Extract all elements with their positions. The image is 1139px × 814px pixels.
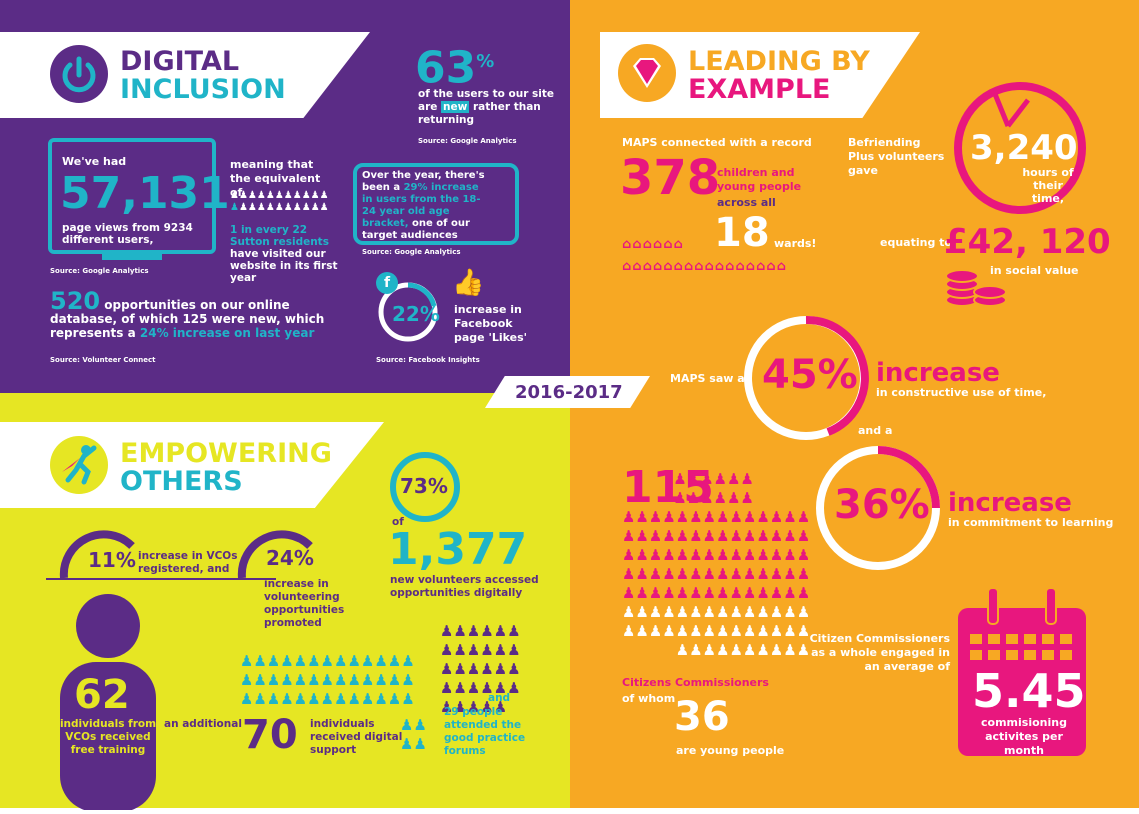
person-silhouette-icon (38, 590, 178, 812)
source-ga-3: Source: Google Analytics (362, 248, 461, 256)
divider-line (46, 578, 276, 580)
hours-number: 3,240 (970, 128, 1078, 168)
cc-label: Citizens Commissioners (622, 676, 769, 689)
pct-36: 36% (834, 482, 930, 528)
of-whom: of whom (622, 692, 676, 705)
across-text: across all (717, 196, 776, 209)
thumbs-up-icon: 👍 (452, 268, 485, 298)
clock-ring (950, 78, 1090, 218)
diamond-icon (618, 44, 676, 102)
forum-text: 29 people attended the good practice for… (444, 706, 526, 757)
ring-73 (388, 450, 462, 524)
leading-title-2: EXAMPLE (688, 74, 831, 105)
young-text: are young people (676, 744, 785, 757)
of-text: of (392, 516, 404, 528)
vol-desc: new volunteers accessed opportunities di… (390, 574, 539, 599)
source-ga-1: Source: Google Analytics (418, 137, 517, 145)
superhero-icon (50, 436, 108, 494)
digital-title-1: DIGITAL (120, 46, 240, 77)
avg-number: 5.45 (972, 664, 1086, 718)
source-fb: Source: Facebook Insights (376, 356, 480, 364)
support-people-icons: ♟♟♟♟♟♟♟♟♟♟♟♟♟ ♟♟♟♟♟♟♟♟♟♟♟♟♟ ♟♟♟♟♟♟♟♟♟♟♟♟♟ (240, 652, 415, 708)
wards-text: wards! (774, 237, 817, 250)
num-70-text: individuals received digital support (310, 718, 403, 756)
forum-people-icons-2: ♟♟ ♟♟ (400, 716, 427, 753)
vol-text: increase in volunteering opportunities p… (264, 578, 345, 629)
ind-text: individuals from VCOs received free trai… (59, 718, 157, 756)
maps-intro: MAPS connected with a record (622, 136, 812, 149)
social-text: in social value (990, 264, 1079, 277)
avg-desc: commisioning activites per month (981, 716, 1067, 757)
young-number: 36 (674, 694, 730, 740)
fb-pct: 22% (392, 302, 440, 326)
monitor-icon (48, 138, 216, 254)
arc-11 (58, 520, 138, 580)
additional-text: an additional (164, 718, 242, 730)
maps-desc: children and young people (717, 166, 802, 193)
vol-number: 1,377 (388, 524, 528, 575)
opps-text: 520 opportunities on our online database… (50, 287, 325, 340)
engaged-text: Citizen Commissioners as a whole engaged… (809, 632, 950, 673)
year-badge (485, 376, 650, 408)
ring-45 (740, 312, 872, 444)
vco-pct: 11% (88, 548, 136, 572)
monitor-stand (102, 254, 162, 260)
phone-icon (353, 163, 519, 245)
increase-1: increase (876, 358, 1000, 388)
vol-pct: 24% (266, 546, 314, 570)
house-icons: ⌂⌂⌂⌂⌂⌂ ⌂⌂⌂⌂⌂⌂⌂⌂⌂⌂⌂⌂⌂⌂⌂⌂ (622, 237, 787, 274)
and-text: and (488, 692, 511, 704)
empowering-title-1: EMPOWERING (120, 438, 332, 469)
leading-title-1: LEADING BY (688, 46, 870, 77)
empowering-title-2: OTHERS (120, 466, 243, 497)
increase-2: increase (948, 488, 1072, 518)
forum-people-icons: ♟♟♟♟♟♟ ♟♟♟♟♟♟ ♟♟♟♟♟♟ ♟♟♟♟♟♟ ♟♟♟♟♟ (440, 622, 521, 716)
people-icons-22: ♟♟♟♟♟♟♟♟♟♟♟ ♟♟♟♟♟♟♟♟♟♟♟ (230, 190, 329, 213)
maps-number: 378 (620, 150, 721, 206)
phone-text: Over the year, there's been a 29% increa… (362, 170, 485, 241)
digital-title-2: INCLUSION (120, 74, 286, 105)
fb-text: increase in Facebook page 'Likes' (454, 303, 528, 344)
users-new-text: of the users to our site are new rather … (418, 88, 555, 126)
pageviews-number: 57,131 (60, 168, 230, 219)
pageviews-desc: page views from 9234 different users, (62, 222, 193, 246)
calendar-icon (958, 587, 1086, 756)
cc-people-icons: ♟♟♟♟♟♟ ♟♟♟♟♟♟ ♟♟♟♟♟♟♟♟♟♟♟♟♟♟ ♟♟♟♟♟♟♟♟♟♟♟♟♟♟… (622, 470, 811, 659)
facebook-ring (376, 280, 440, 344)
source-ga-2: Source: Google Analytics (50, 267, 149, 275)
users-new-pct: 63% (415, 42, 495, 94)
pct-73: 73% (400, 474, 448, 498)
power-icon (50, 45, 108, 103)
hours-desc: hours of their time, (1022, 166, 1074, 205)
equating-text: equating to (880, 236, 952, 249)
facebook-icon: f (376, 272, 398, 294)
learning-text: in commitment to learning (948, 516, 1114, 529)
sutton-text: 1 in every 22 Sutton residents have visi… (230, 224, 338, 284)
and-a: and a (858, 424, 893, 437)
num-70: 70 (242, 712, 298, 758)
money-number: £42, 120 (944, 222, 1111, 262)
ring-36 (812, 442, 944, 574)
equiv-text: meaning that the equivalent of (230, 158, 321, 199)
maps-saw: MAPS saw a (670, 372, 745, 385)
coins-icon (944, 262, 1008, 310)
befriend-text: Befriending Plus volunteers gave (848, 136, 945, 177)
cc-number: 115 (622, 462, 714, 513)
pct-45: 45% (762, 352, 858, 398)
pageviews-intro: We've had (62, 155, 127, 168)
wards-number: 18 (714, 210, 770, 256)
constructive-text: in constructive use of time, (876, 386, 1047, 399)
source-vc: Source: Volunteer Connect (50, 356, 156, 364)
year-label: 2016-2017 (515, 382, 623, 403)
ind-number: 62 (74, 672, 130, 718)
arc-24 (236, 520, 316, 580)
vco-text: increase in VCOs registered, and (138, 550, 238, 575)
